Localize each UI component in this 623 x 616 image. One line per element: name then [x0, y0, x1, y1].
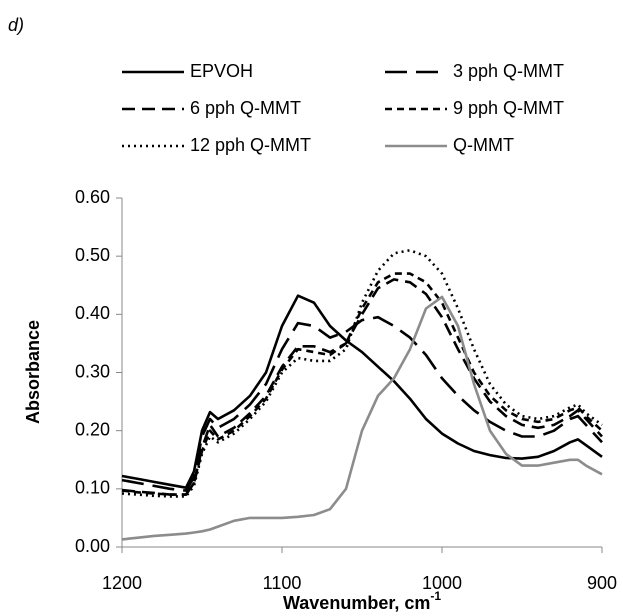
- x-axis-title: Wavenumber, cm-1: [283, 589, 441, 613]
- legend-label: 12 pph Q-MMT: [190, 135, 311, 155]
- y-tick-label: 0.60: [75, 187, 110, 207]
- x-tick-label: 1100: [263, 573, 302, 593]
- y-tick-label: 0.20: [75, 419, 110, 439]
- x-tick-label: 900: [587, 573, 617, 593]
- series-line: [121, 294, 603, 489]
- series-line: [121, 295, 603, 541]
- legend-label: 3 pph Q-MMT: [453, 61, 564, 81]
- y-tick-label: 0.50: [75, 245, 110, 265]
- x-axis-title-superscript: -1: [430, 589, 441, 603]
- series-line: [121, 278, 603, 496]
- x-tick-label: 1000: [422, 573, 462, 593]
- series-line: [121, 249, 603, 498]
- y-tick-label: 0.30: [75, 361, 110, 381]
- y-tick-label: 0.40: [75, 303, 110, 323]
- x-tick-label: 1200: [102, 573, 142, 593]
- series-line: [121, 272, 603, 496]
- y-axis-title: Absorbance: [23, 320, 43, 424]
- legend-label: 6 pph Q-MMT: [190, 98, 301, 118]
- legend-label: Q-MMT: [453, 135, 514, 155]
- x-axis-title-text: Wavenumber, cm: [283, 593, 430, 613]
- y-tick-label: 0.10: [75, 478, 110, 498]
- y-tick-label: 0.00: [75, 536, 110, 556]
- panel-label: d): [8, 15, 24, 35]
- legend-label: 9 pph Q-MMT: [453, 98, 564, 118]
- legend-label: EPVOH: [190, 61, 253, 81]
